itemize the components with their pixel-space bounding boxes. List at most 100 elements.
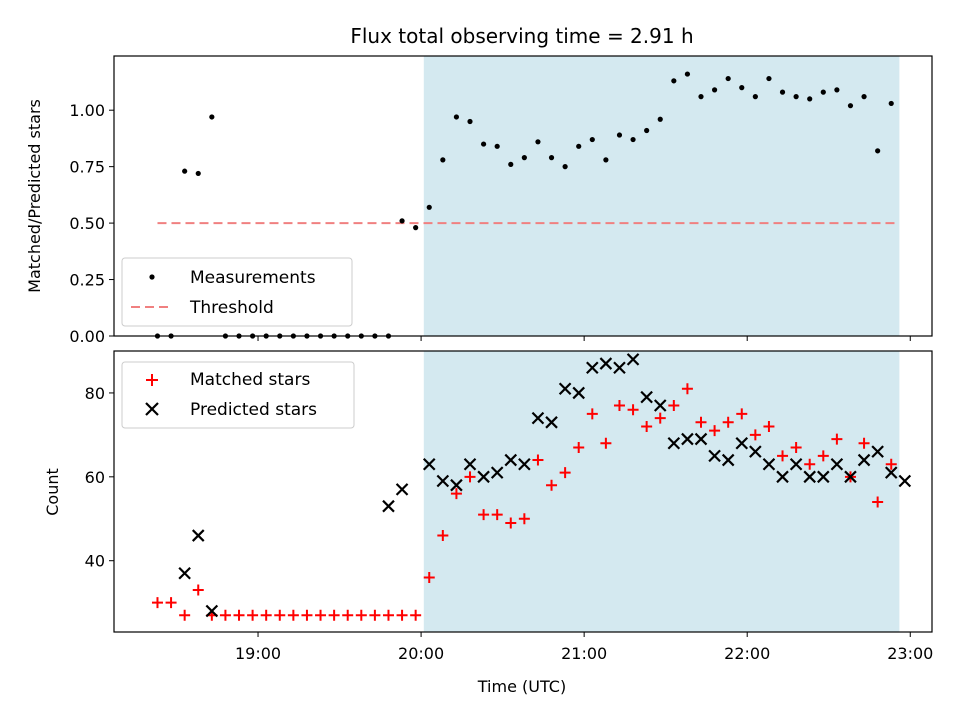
predicted-star-point: [586, 361, 599, 375]
predicted-star-point: [640, 390, 653, 404]
matched-star-point: [192, 584, 204, 596]
chart-title: Flux total observing time = 2.91 h: [350, 24, 693, 48]
predicted-star-point: [518, 457, 531, 471]
predicted-star-point: [626, 353, 640, 366]
matched-star-point: [233, 609, 245, 621]
measurement-point: [508, 161, 514, 167]
x-tick-label: 21:00: [561, 644, 607, 663]
bottom-panel: 40 60 80 19:00 20:00 21:00 22:00 23:00 Count T…: [43, 350, 933, 696]
x-tick-label: 23:00: [887, 644, 933, 663]
matched-star-point: [586, 408, 598, 420]
matched-star-point: [328, 609, 340, 621]
matched-star-point: [722, 416, 734, 428]
y-tick-label: 40: [85, 552, 105, 571]
matched-star-point: [858, 437, 870, 449]
top-legend-frame: [121, 257, 353, 327]
top-panel-span: [423, 56, 900, 336]
measurement-point: [399, 218, 405, 224]
predicted-star-point: [558, 382, 572, 396]
measurement-point: [467, 118, 473, 125]
predicted-star-point: [694, 432, 708, 446]
matched-star-point: [532, 454, 544, 466]
predicted-star-point: [613, 361, 626, 375]
top-yticks: 0.00 0.25 0.50 0.75 1.00: [69, 101, 114, 346]
y-tick-label: 80: [85, 384, 105, 403]
bottom-panel-span: [423, 351, 900, 632]
predicted-star-point: [205, 604, 219, 618]
predicted-star-point: [749, 445, 762, 458]
measurement-point: [453, 114, 460, 120]
matched-star-point: [613, 400, 625, 412]
measurement-point: [440, 157, 446, 163]
measurement-point: [603, 157, 609, 163]
matched-star-point: [817, 450, 829, 462]
measurement-point: [684, 71, 691, 77]
predicted-stars-series: [178, 353, 912, 618]
predicted-star-point: [871, 445, 884, 458]
legend-measurements-marker: [149, 274, 155, 280]
predicted-star-point: [653, 399, 667, 412]
bottom-xticks: 19:00 20:00 21:00 22:00 23:00: [235, 632, 933, 663]
measurement-point: [562, 164, 568, 170]
measurement-point: [671, 78, 677, 84]
measurement-point: [888, 100, 894, 107]
matched-star-point: [396, 609, 408, 621]
measurement-point: [494, 143, 500, 149]
measurement-point: [209, 114, 215, 120]
matched-star-point: [219, 609, 231, 621]
measurement-point: [480, 141, 487, 147]
predicted-star-point: [599, 357, 613, 370]
top-legend: Measurements Threshold: [121, 257, 353, 327]
predicted-star-point: [178, 567, 191, 580]
measurement-point: [426, 204, 432, 210]
y-tick-label: 0.50: [69, 214, 105, 233]
matched-star-point: [736, 408, 748, 420]
predicted-star-point: [667, 436, 681, 450]
predicted-star-point: [477, 470, 490, 484]
predicted-star-point: [504, 453, 518, 467]
predicted-star-point: [382, 499, 395, 513]
measurement-point: [766, 75, 772, 82]
measurement-point: [195, 170, 201, 177]
matched-star-point: [287, 609, 299, 621]
matched-star-point: [478, 509, 490, 521]
predicted-star-point: [422, 457, 436, 471]
matched-star-point: [301, 609, 313, 621]
matched-star-point: [641, 420, 653, 432]
measurement-point: [847, 103, 854, 109]
predicted-star-point: [803, 470, 816, 484]
predicted-star-point: [463, 457, 477, 471]
matched-star-point: [749, 429, 761, 441]
measurement-point: [793, 94, 799, 100]
y-tick-label: 0.75: [69, 158, 105, 177]
predicted-star-point: [776, 470, 789, 484]
predicted-star-point: [884, 466, 898, 479]
legend-matched-label: Matched stars: [190, 370, 310, 390]
bottom-panel-frame: [113, 350, 933, 633]
measurement-point: [616, 132, 623, 138]
predicted-star-point: [191, 529, 205, 542]
predicted-star-point: [490, 466, 504, 479]
matched-star-point: [274, 609, 286, 621]
matched-star-point: [315, 609, 327, 621]
legend-predicted-marker: [145, 402, 159, 416]
matched-star-point: [491, 509, 503, 521]
predicted-star-point: [681, 432, 694, 446]
matched-star-point: [410, 609, 422, 621]
x-tick-label: 22:00: [724, 644, 770, 663]
legend-measurements-label: Measurements: [190, 268, 316, 288]
predicted-star-point: [395, 483, 409, 496]
measurement-point: [657, 116, 663, 122]
matched-star-point: [790, 441, 802, 453]
predicted-star-point: [545, 416, 558, 429]
matched-star-point: [505, 517, 517, 529]
measurement-point: [644, 127, 650, 134]
x-axis-label: Time (UTC): [477, 677, 566, 696]
predicted-star-point: [830, 457, 844, 471]
measurement-point: [725, 75, 731, 82]
bottom-yticks: 40 60 80: [85, 384, 114, 571]
measurement-point: [739, 85, 745, 91]
predicted-star-point: [762, 457, 776, 471]
measurement-point: [711, 87, 718, 93]
predicted-star-point: [735, 436, 749, 450]
